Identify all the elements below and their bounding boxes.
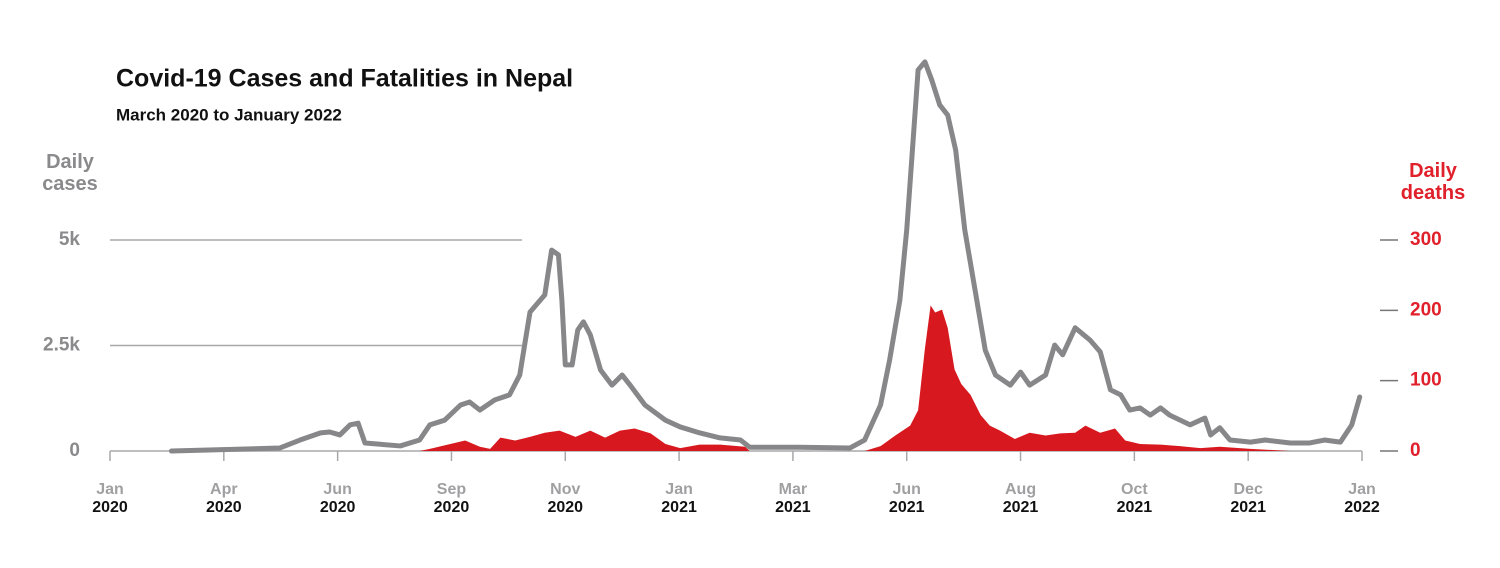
chart-subtitle: March 2020 to January 2022 [116, 105, 342, 124]
x-tick-label: Oct 2021 [1117, 481, 1153, 516]
y-tick-label: 2.5k [43, 335, 80, 356]
y2-tick-label: 200 [1410, 299, 1442, 320]
y2-axis-label: Daily deaths [1401, 160, 1465, 204]
cases-line [168, 59, 1363, 454]
y-tick-label: 5k [59, 229, 81, 250]
x-tick-label: Aug 2021 [1003, 481, 1039, 516]
x-tick-label: Jan 2021 [661, 481, 697, 516]
x-tick-label: Jan 2020 [92, 481, 128, 516]
x-tick-label: Sep 2020 [434, 481, 470, 516]
deaths-area [419, 305, 1291, 451]
x-tick-label: Apr 2020 [206, 481, 242, 516]
y-tick-label: 0 [69, 440, 80, 461]
y-axis-label: Daily cases [42, 151, 98, 195]
x-tick-label: Nov 2020 [547, 481, 583, 516]
x-tick-label: Jan 2022 [1344, 481, 1380, 516]
x-tick-label: Jun 2020 [320, 481, 356, 516]
y2-tick-label: 300 [1410, 229, 1442, 250]
chart-title: Covid-19 Cases and Fatalities in Nepal [116, 65, 573, 93]
y2-tick-label: 100 [1410, 370, 1442, 391]
x-tick-label: Dec 2021 [1230, 481, 1266, 516]
x-tick-label: Mar 2021 [775, 481, 811, 516]
x-tick-label: Jun 2021 [889, 481, 925, 516]
y2-tick-label: 0 [1410, 440, 1421, 461]
